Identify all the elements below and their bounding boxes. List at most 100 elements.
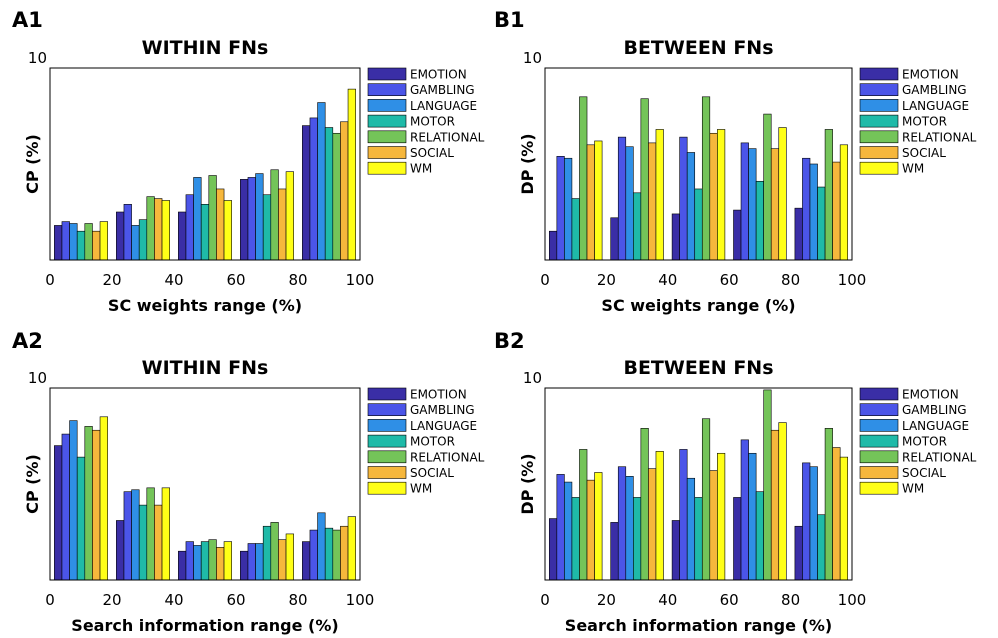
x-tick-label: 60 [720, 591, 739, 609]
bar-relational-3 [208, 539, 217, 581]
bar-wm-4 [778, 422, 787, 581]
x-tick-label: 20 [102, 271, 121, 289]
bar-relational-1 [84, 223, 93, 261]
bar-emotion-1 [548, 230, 558, 261]
bar-emotion-5 [302, 125, 311, 261]
bar-relational-5 [332, 529, 341, 581]
bar-emotion-1 [54, 445, 63, 581]
bar-relational-4 [763, 389, 772, 581]
plot-frame [544, 67, 853, 261]
legend-label: EMOTION [902, 68, 959, 82]
bar-wm-4 [285, 533, 294, 581]
legend-label: MOTOR [410, 115, 455, 129]
bar-gambling-1 [61, 221, 70, 261]
plot-frame [49, 387, 361, 581]
bar-motor-3 [694, 188, 703, 261]
legend-swatch-motor [367, 114, 407, 128]
legend-swatch-social [367, 146, 407, 159]
chart-title: WITHIN FNs [142, 37, 269, 59]
bar-motor-2 [633, 497, 642, 581]
legend-swatch-language [859, 99, 899, 112]
panel-b1: B1 BETWEEN FNs 10 DP (%) 0 20 40 60 80 100 SC wei… [494, 8, 977, 315]
plot-frame [544, 387, 853, 581]
x-tick-label: 100 [346, 591, 375, 609]
bar-emotion-2 [116, 520, 125, 581]
legend-swatch-motor [859, 434, 899, 448]
x-axis-title: SC weights range (%) [108, 296, 302, 315]
y-tick-label: 10 [28, 369, 47, 387]
bar-wm-3 [717, 452, 726, 581]
bar-motor-5 [324, 527, 334, 581]
bar-language-3 [193, 177, 202, 261]
bar-language-2 [131, 489, 140, 581]
legend-swatch-motor [367, 434, 407, 448]
x-tick-label: 100 [838, 591, 867, 609]
bar-gambling-1 [556, 156, 565, 261]
bar-wm-2 [655, 129, 664, 261]
bar-wm-5 [839, 456, 849, 581]
bar-emotion-4 [733, 209, 742, 261]
bars [54, 88, 356, 261]
bar-social-4 [278, 188, 287, 261]
legend-label: MOTOR [902, 435, 947, 449]
bar-motor-2 [633, 192, 642, 261]
bars [54, 416, 356, 581]
bar-emotion-2 [116, 211, 125, 261]
legend-label: EMOTION [410, 388, 467, 402]
y-tick-label: 10 [28, 49, 47, 67]
y-axis-title: DP (%) [518, 133, 537, 194]
panel-a2: A2 WITHIN FNs 10 CP (%) 0 20 40 60 80 100 Search … [12, 329, 485, 635]
bar-relational-5 [824, 428, 833, 581]
legend-swatch-relational [859, 450, 899, 464]
legend-swatch-wm [367, 161, 407, 175]
panel-label: B2 [494, 329, 525, 353]
bar-social-1 [92, 429, 101, 581]
legend-label: WM [410, 482, 432, 496]
bar-motor-5 [324, 127, 334, 261]
bar-motor-4 [262, 525, 272, 581]
bar-relational-1 [84, 426, 93, 581]
bar-social-1 [586, 479, 595, 581]
bar-motor-1 [571, 497, 580, 581]
legend-label: GAMBLING [410, 83, 475, 97]
legend-swatch-gambling [367, 83, 407, 96]
legend-swatch-emotion [859, 67, 899, 81]
bar-emotion-5 [794, 525, 803, 581]
legend-label: SOCIAL [410, 466, 454, 480]
bar-social-5 [340, 525, 349, 581]
bar-gambling-3 [185, 541, 194, 581]
bar-motor-3 [200, 204, 210, 261]
bar-social-1 [92, 230, 101, 261]
bar-gambling-4 [740, 142, 749, 261]
bar-gambling-5 [309, 117, 318, 261]
legend-swatch-language [367, 99, 407, 112]
legend-swatch-gambling [367, 403, 407, 417]
bar-relational-1 [579, 96, 588, 261]
x-tick-label: 40 [658, 591, 677, 609]
bar-motor-2 [138, 219, 148, 261]
legend-label: SOCIAL [902, 146, 946, 160]
bar-emotion-1 [548, 518, 558, 581]
chart-title: BETWEEN FNs [623, 37, 773, 59]
legend-swatch-social [859, 146, 899, 159]
legend-swatch-social [859, 466, 899, 479]
bar-language-4 [748, 148, 757, 261]
bar-social-3 [709, 132, 718, 261]
plot-frame [49, 67, 361, 261]
legend-swatch-language [859, 419, 899, 432]
bar-wm-1 [594, 140, 603, 261]
bar-language-5 [317, 102, 326, 261]
legend-label: LANGUAGE [902, 419, 969, 433]
x-tick-label: 0 [540, 271, 550, 289]
bar-language-4 [748, 452, 757, 581]
bar-gambling-5 [802, 462, 811, 581]
bar-emotion-4 [240, 179, 249, 261]
x-tick-label: 100 [346, 271, 375, 289]
x-tick-label: 40 [658, 271, 677, 289]
bar-language-3 [686, 477, 696, 581]
y-tick-label: 10 [523, 369, 542, 387]
chart-title: BETWEEN FNs [623, 357, 773, 379]
bar-relational-4 [270, 169, 279, 261]
